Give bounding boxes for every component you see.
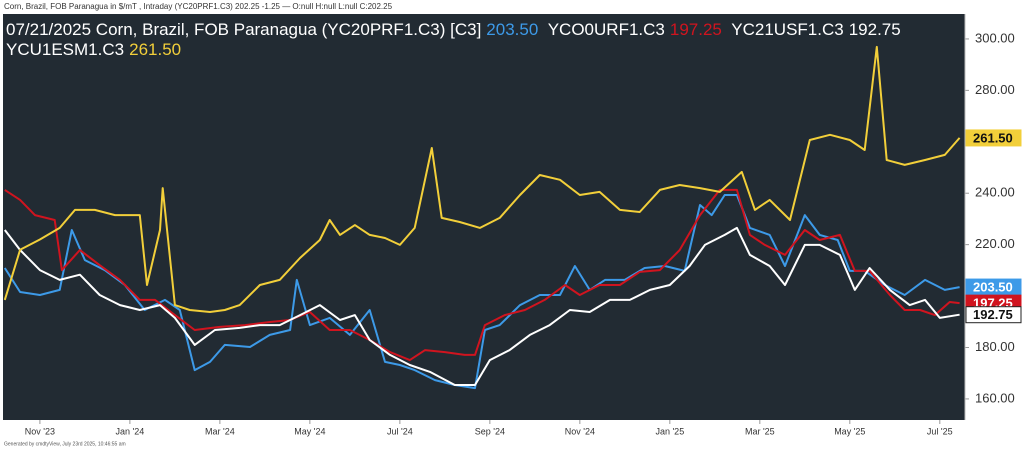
x-tick-label: May '24 [294, 426, 325, 436]
y-tick-label: 160.00 [975, 390, 1015, 405]
legend-name: YCO0URF1.C3 [547, 20, 665, 39]
legend-row: 07/21/2025 Corn, Brazil, FOB Paranagua (… [6, 20, 906, 40]
legend-value: 203.50 [486, 20, 539, 39]
series-line [4, 188, 960, 362]
x-tick-label: Nov '24 [565, 426, 595, 436]
y-tick-label: 220.00 [975, 236, 1015, 251]
legend-value: 197.25 [669, 20, 722, 39]
legend-row: YCU1ESM1.C3 261.50 [6, 40, 906, 60]
price-label: 261.50 [973, 130, 1013, 145]
legend-value: 192.75 [848, 20, 901, 39]
x-tick-label: Mar '24 [205, 426, 235, 436]
legend-name: YCU1ESM1.C3 [6, 40, 125, 59]
x-tick-label: Jul '25 [927, 426, 953, 436]
x-tick-label: Jan '25 [655, 426, 684, 436]
series-line [3, 194, 960, 390]
x-tick-label: Jul '24 [387, 426, 413, 436]
y-tick-label: 180.00 [975, 339, 1015, 354]
legend-name: 07/21/2025 Corn, Brazil, FOB Paranagua (… [6, 20, 482, 39]
price-box [965, 306, 1022, 324]
series-line [4, 226, 960, 386]
legend: 07/21/2025 Corn, Brazil, FOB Paranagua (… [6, 20, 906, 60]
chart-subtitle: Corn, Brazil, FOB Paranagua in $/mT , In… [4, 2, 393, 11]
legend-value: 261.50 [129, 40, 182, 59]
legend-name: YC21USF1.C3 [731, 20, 844, 39]
price-label: 203.50 [973, 280, 1013, 295]
y-tick-label: 280.00 [975, 82, 1015, 97]
x-tick-label: May '25 [834, 426, 865, 436]
price-label: 192.75 [973, 307, 1013, 322]
plot-area [3, 14, 965, 420]
price-box [965, 129, 1022, 147]
x-tick-label: Nov '23 [25, 426, 55, 436]
y-tick-label: 240.00 [975, 185, 1015, 200]
footnote: Generated by cmdtyView, July 23rd 2025, … [4, 441, 126, 447]
y-tick-label: 300.00 [975, 30, 1015, 45]
x-tick-label: Mar '25 [745, 426, 775, 436]
x-tick-label: Jan '24 [116, 426, 145, 436]
series-line [3, 45, 961, 313]
x-tick-label: Sep '24 [475, 426, 505, 436]
